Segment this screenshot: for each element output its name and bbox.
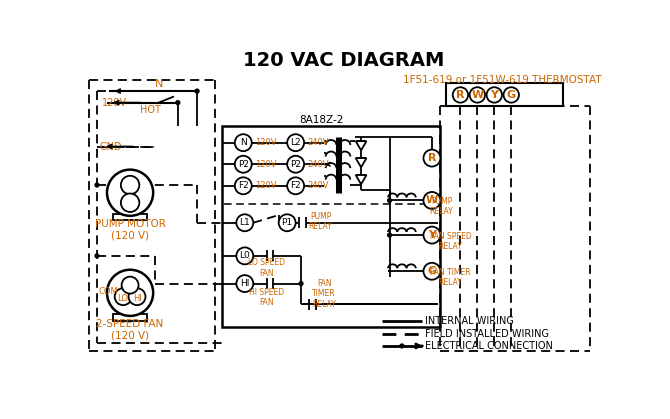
Text: F2: F2 <box>290 181 301 190</box>
Circle shape <box>107 170 153 216</box>
Text: HOT: HOT <box>141 105 161 114</box>
Text: L1: L1 <box>239 218 250 227</box>
Circle shape <box>279 214 295 231</box>
Circle shape <box>115 288 131 305</box>
Polygon shape <box>356 158 366 167</box>
Circle shape <box>423 263 440 280</box>
Bar <box>222 126 440 328</box>
Circle shape <box>388 233 391 237</box>
Text: FAN SPEED
RELAY: FAN SPEED RELAY <box>429 232 472 251</box>
Text: ELECTRICAL CONNECTION: ELECTRICAL CONNECTION <box>425 341 553 351</box>
Circle shape <box>129 288 145 305</box>
Text: N: N <box>240 138 247 147</box>
Circle shape <box>234 156 252 173</box>
Text: HI SPEED
FAN: HI SPEED FAN <box>249 288 284 307</box>
Text: G: G <box>507 90 516 100</box>
Text: Y: Y <box>490 90 498 100</box>
Text: W: W <box>426 195 438 205</box>
Circle shape <box>237 214 253 231</box>
Circle shape <box>504 87 519 103</box>
Text: 2-SPEED FAN
(120 V): 2-SPEED FAN (120 V) <box>96 319 163 341</box>
Circle shape <box>299 282 303 285</box>
Circle shape <box>234 177 252 194</box>
Text: HI: HI <box>240 279 249 288</box>
Circle shape <box>400 344 404 348</box>
Text: GND: GND <box>99 142 122 152</box>
Circle shape <box>423 150 440 166</box>
Circle shape <box>234 134 252 151</box>
Text: 240V: 240V <box>308 160 329 169</box>
Circle shape <box>121 194 139 212</box>
Text: R: R <box>456 90 465 100</box>
Text: L0: L0 <box>239 251 250 260</box>
Text: P2: P2 <box>238 160 249 169</box>
Text: HI: HI <box>133 294 142 303</box>
Text: 240V: 240V <box>308 181 329 190</box>
Text: 8A18Z-2: 8A18Z-2 <box>299 115 343 125</box>
Text: 120V: 120V <box>255 160 276 169</box>
Circle shape <box>122 277 139 294</box>
Circle shape <box>237 275 253 292</box>
Polygon shape <box>356 141 366 150</box>
Text: FAN
TIMER
RELAY: FAN TIMER RELAY <box>312 279 336 308</box>
Text: FIELD INSTALLED WIRING: FIELD INSTALLED WIRING <box>425 328 549 339</box>
Text: PUMP
RELAY: PUMP RELAY <box>309 212 332 231</box>
Text: R: R <box>427 153 436 163</box>
Circle shape <box>287 134 304 151</box>
Text: Y: Y <box>428 230 436 240</box>
Text: 120V: 120V <box>103 98 127 108</box>
Circle shape <box>176 101 180 105</box>
Text: INTERNAL WIRING: INTERNAL WIRING <box>425 316 514 326</box>
Text: COM: COM <box>98 287 118 296</box>
Circle shape <box>95 183 99 187</box>
Bar <box>113 214 147 220</box>
Bar <box>113 314 147 321</box>
Circle shape <box>453 87 468 103</box>
Circle shape <box>121 176 139 194</box>
Text: L2: L2 <box>290 138 301 147</box>
Text: PUMP
RELAY: PUMP RELAY <box>429 197 454 216</box>
Text: 120V: 120V <box>255 181 276 190</box>
Text: N: N <box>155 79 163 89</box>
Text: 120V: 120V <box>255 138 276 147</box>
Text: 1F51-619 or 1F51W-619 THERMOSTAT: 1F51-619 or 1F51W-619 THERMOSTAT <box>403 75 601 85</box>
Circle shape <box>423 227 440 243</box>
Text: 120 VAC DIAGRAM: 120 VAC DIAGRAM <box>243 51 444 70</box>
Bar <box>446 83 563 106</box>
Text: 240V: 240V <box>308 138 329 147</box>
Text: G: G <box>427 266 436 276</box>
Text: F2: F2 <box>238 181 249 190</box>
Text: P1: P1 <box>281 218 293 227</box>
Circle shape <box>287 156 304 173</box>
Circle shape <box>423 192 440 209</box>
Circle shape <box>486 87 502 103</box>
Circle shape <box>287 177 304 194</box>
Circle shape <box>388 199 391 202</box>
Circle shape <box>107 270 153 316</box>
Text: P2: P2 <box>290 160 301 169</box>
Circle shape <box>195 89 199 93</box>
Text: LO: LO <box>117 294 128 303</box>
Circle shape <box>470 87 485 103</box>
Text: LO SPEED
FAN: LO SPEED FAN <box>248 259 285 278</box>
Circle shape <box>95 254 99 258</box>
Text: PUMP MOTOR
(120 V): PUMP MOTOR (120 V) <box>94 219 165 241</box>
Circle shape <box>237 247 253 264</box>
Text: W: W <box>471 90 484 100</box>
Text: FAN TIMER
RELAY: FAN TIMER RELAY <box>429 268 470 287</box>
Polygon shape <box>356 175 366 184</box>
